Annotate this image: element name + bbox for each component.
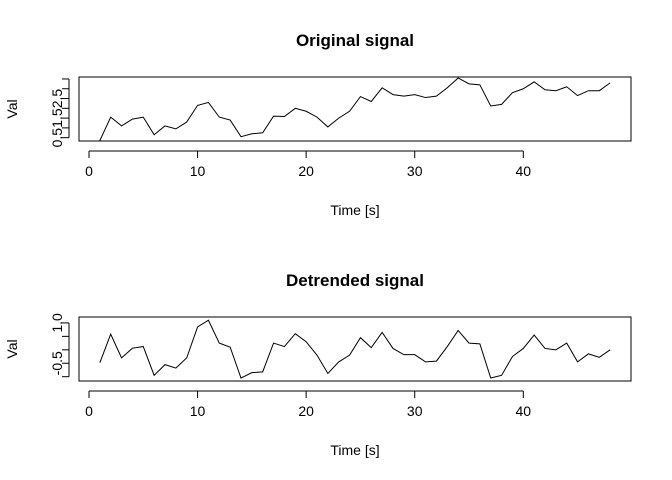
original-y-tick-label: 1.5	[49, 108, 65, 128]
original-y-axis-label: Val	[4, 99, 20, 118]
original-y-tick-label: 2.5	[49, 89, 65, 109]
original-plot-title: Original signal	[296, 31, 414, 50]
detrended-y-axis-label: Val	[4, 339, 20, 358]
original-x-tick-label: 40	[516, 163, 532, 179]
original-x-tick-label: 20	[298, 163, 314, 179]
detrended-plot-title: Detrended signal	[286, 271, 424, 290]
detrended-plot-frame	[78, 316, 632, 382]
detrended-x-tick-label: 30	[407, 403, 423, 419]
detrended-series	[99, 319, 611, 379]
original-x-tick-label: 0	[85, 163, 93, 179]
original-plot-frame	[78, 76, 632, 142]
original-y-axis: 0.51.52.5	[49, 78, 70, 148]
detrended-x-tick-label: 0	[85, 403, 93, 419]
original-x-tick-label: 30	[407, 163, 423, 179]
panel-detrended-signal: Detrended signal 0 10 20 30 40 -0.5 1.0 Time …	[4, 271, 632, 458]
detrended-signal-line	[99, 319, 611, 379]
detrended-x-tick-label: 20	[298, 403, 314, 419]
original-x-axis-label: Time [s]	[330, 202, 379, 218]
detrended-x-tick-label: 40	[516, 403, 532, 419]
detrended-x-axis-label: Time [s]	[330, 442, 379, 458]
original-x-axis: 0 10 20 30 40	[85, 150, 532, 179]
detrended-y-axis: -0.5 1.0	[49, 313, 70, 378]
original-x-tick-label: 10	[190, 163, 206, 179]
detrended-x-tick-label: 10	[190, 403, 206, 419]
detrended-x-axis: 0 10 20 30 40	[85, 390, 532, 419]
original-signal-line	[99, 77, 611, 141]
panel-original-signal: Original signal 0 10 20 30 40 0.51.52.5 Time…	[4, 31, 632, 218]
detrended-y-tick-label: 1.0	[49, 313, 65, 333]
detrended-y-tick-label: -0.5	[49, 351, 65, 375]
original-series	[99, 77, 611, 141]
original-y-tick-label: 0.5	[49, 128, 65, 148]
